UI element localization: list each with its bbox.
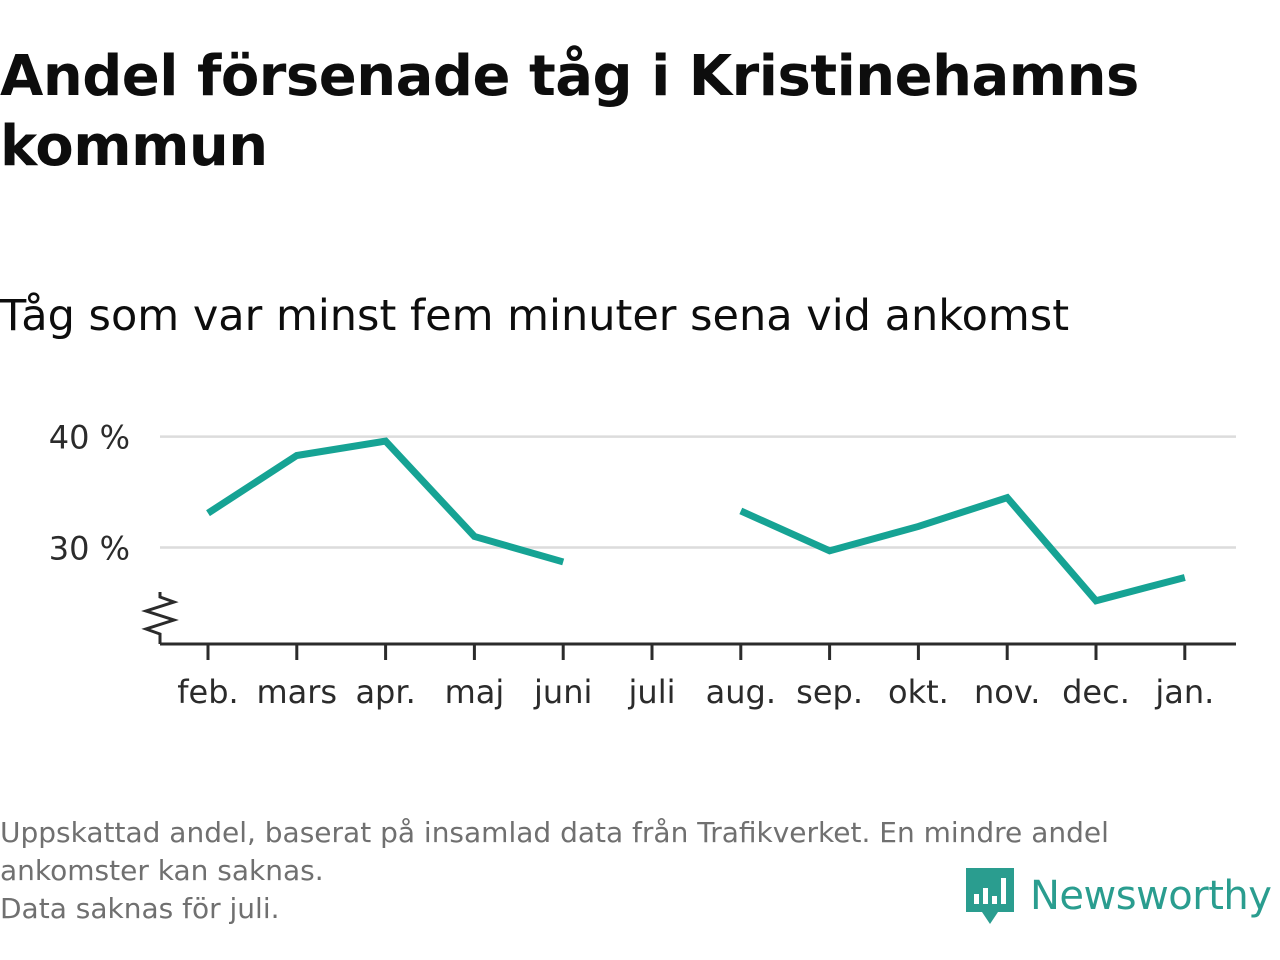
y-tick-labels: 30 % 40 % (49, 419, 130, 568)
x-tick-label: jan. (1154, 673, 1214, 711)
series-lines (206, 437, 1186, 605)
chart-title: Andel försenade tåg i Kristinehamns komm… (0, 44, 1139, 179)
footer-note: Uppskattad andel, baserat på insamlad da… (0, 814, 1270, 928)
x-tick-label: dec. (1062, 673, 1130, 711)
y-axis-break-icon (141, 592, 179, 644)
x-axis (141, 592, 1236, 660)
newsworthy-logo-icon (966, 868, 1014, 924)
brand-name: Newsworthy (1030, 873, 1272, 919)
missing-data-note: Data saknas för juli. (0, 892, 280, 925)
x-tick-label: apr. (355, 673, 415, 711)
x-tick-label: juli (628, 673, 676, 711)
x-tick-label: feb. (177, 673, 238, 711)
brand-logo: Newsworthy (964, 864, 1272, 928)
x-tick-label: aug. (706, 673, 776, 711)
series-line-segment (739, 493, 1186, 605)
y-tick-label: 30 % (49, 530, 130, 568)
x-tick-label: nov. (974, 673, 1040, 711)
source-note: Uppskattad andel, baserat på insamlad da… (0, 816, 1109, 849)
y-tick-label: 40 % (49, 419, 130, 457)
gridlines (160, 435, 1236, 549)
x-tick-label: sep. (796, 673, 863, 711)
x-tick-label: mars (256, 673, 337, 711)
x-tick-label: maj (445, 673, 505, 711)
x-tick-label: juni (533, 673, 592, 711)
series-line-segment (206, 437, 565, 566)
source-note-continued: ankomster kan saknas. (0, 854, 324, 887)
chart-subtitle: Tåg som var minst fem minuter sena vid a… (0, 291, 1070, 341)
x-tick-label: okt. (888, 673, 949, 711)
x-tick-labels: feb. mars apr. maj juni juli aug. sep. okt. nov. d… (177, 673, 1214, 711)
